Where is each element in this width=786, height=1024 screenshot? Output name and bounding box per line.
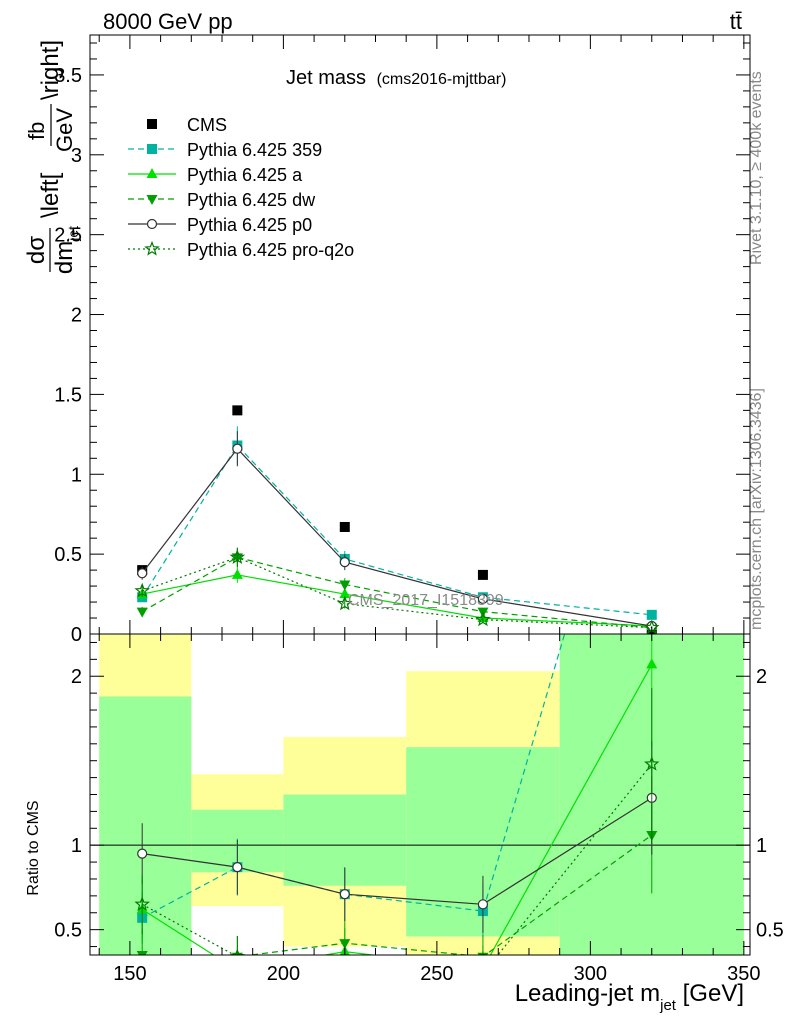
legend: CMS Pythia 6.425 359 Pythia 6.425 a Pythia …	[128, 115, 354, 260]
legend-entry-cms: CMS	[147, 115, 227, 135]
legend-entry-pythia-6-425-dw: Pythia 6.425 dw	[128, 190, 316, 210]
chart-title-sub: (cms2016-mjttbar)	[377, 71, 507, 88]
ratio-y-tick-label: 1	[71, 835, 82, 857]
svg-text:dσ: dσ	[23, 236, 50, 264]
ratio-point	[646, 658, 658, 669]
ratio-point	[647, 333, 657, 343]
legend-label: Pythia 6.425 p0	[187, 215, 312, 235]
ratio-point	[134, 896, 151, 911]
data-point	[477, 569, 488, 580]
rivet-version-label: Rivet 3.1.10, ≥ 400k events	[748, 71, 765, 265]
legend-swatch-marker	[147, 144, 157, 154]
main-y-tick-label: 0	[71, 624, 82, 646]
ratio-point	[136, 951, 148, 955]
analysis-watermark: CMS_2017_I1518399	[348, 592, 504, 609]
series-pythia-6-425-dw	[136, 547, 658, 634]
ratio-y-axis-label: Ratio to CMS	[25, 800, 42, 895]
legend-swatch-marker	[146, 218, 158, 230]
legend-label: Pythia 6.425 a	[187, 165, 303, 185]
ratio-y-tick-label-right: 0.5	[756, 920, 784, 942]
data-point	[339, 588, 351, 599]
data-point	[337, 595, 353, 611]
data-point	[232, 405, 243, 416]
legend-label: Pythia 6.425 pro-q2o	[187, 240, 354, 260]
ratio-point	[339, 960, 351, 972]
x-axis-label: Leading-jet mjet [GeV]	[515, 980, 744, 1014]
data-point	[646, 609, 657, 620]
ratio-y-tick-label: 0.5	[54, 920, 82, 942]
ratio-point	[339, 939, 351, 950]
x-tick-label: 200	[267, 963, 300, 985]
header-process-label: tt̄	[730, 9, 742, 34]
legend-swatch-marker	[144, 240, 160, 256]
svg-text:fb: fb	[24, 122, 49, 140]
legend-swatch-marker	[147, 119, 157, 129]
chart-title: Jet mass (cms2016-mjttbar)	[286, 67, 506, 89]
data-point	[477, 593, 489, 604]
ratio-point	[644, 755, 660, 771]
svg-text:GeV: GeV	[52, 108, 77, 152]
main-y-tick-label: 1.5	[54, 384, 82, 406]
ratio-y-tick-label-right: 2	[756, 666, 767, 688]
main-y-tick-label: 2.5	[54, 225, 82, 247]
data-point	[475, 611, 491, 627]
data-point	[136, 607, 148, 618]
legend-label: Pythia 6.425 359	[187, 140, 322, 160]
ratio-point	[232, 964, 243, 974]
ratio-line	[141, 634, 566, 919]
chart-title-main: Jet mass	[286, 67, 366, 89]
main-y-tick-label: 1	[71, 464, 82, 486]
data-point	[232, 443, 243, 454]
data-point	[229, 549, 246, 564]
main-y-tick-label: 3	[71, 145, 82, 167]
series-pythia-6-425-pro-q2o	[134, 547, 660, 634]
legend-label: Pythia 6.425 dw	[187, 190, 316, 210]
ratio-y-tick-label: 2	[71, 666, 82, 688]
x-tick-label: 250	[420, 963, 453, 985]
data-point	[339, 557, 350, 568]
ratio-point	[339, 889, 350, 900]
main-y-tick-label: 0.5	[54, 544, 82, 566]
ratio-plot-frame	[89, 633, 751, 956]
main-y-tick-label: 3.5	[54, 65, 82, 87]
main-y-tick-label: 2	[71, 305, 82, 327]
legend-swatch-marker	[146, 195, 158, 205]
legend-entry-pythia-6-425-p0: Pythia 6.425 p0	[128, 215, 312, 235]
data-point	[137, 568, 148, 579]
data-point	[134, 582, 151, 598]
x-tick-label: 350	[727, 963, 760, 985]
main-plot-series	[134, 405, 660, 634]
ratio-point	[477, 899, 489, 910]
axes: 0 0.5 1 1.5 2 2.5 3 3.5 150 200 250 300 350 0.5 0.5 1 1 2…	[54, 35, 784, 985]
series-line	[141, 444, 652, 616]
legend-entry-pythia-6-425-359: Pythia 6.425 359	[128, 140, 322, 160]
main-y-axis-label: dσ dmjet \left[ fb GeV \right]	[23, 40, 81, 274]
x-tick-label: 150	[113, 963, 146, 985]
svg-text:\left[: \left[	[37, 172, 64, 218]
ratio-y-tick-label-right: 1	[756, 835, 767, 857]
ratio-point	[477, 963, 488, 973]
legend-entry-pythia-6-425-a: Pythia 6.425 a	[128, 165, 303, 185]
legend-label: CMS	[187, 115, 227, 135]
series-pythia-6-425-359	[137, 426, 657, 620]
mcplots-source-label: mcplots.cern.ch [arXiv:1306.3436]	[748, 388, 765, 630]
header-energy-label: 8000 GeV pp	[103, 9, 233, 34]
legend-entry-pythia-6-425-pro-q2o: Pythia 6.425 pro-q2o	[128, 240, 354, 260]
svg-text:\right]: \right]	[37, 40, 64, 100]
data-point	[339, 580, 351, 591]
legend-swatch-marker	[146, 168, 158, 178]
ratio-point	[232, 862, 243, 873]
ratio-point	[477, 967, 489, 979]
ratio-point	[137, 848, 148, 859]
data-point	[339, 521, 350, 532]
data-point	[231, 568, 243, 579]
x-tick-label: 300	[574, 963, 607, 985]
